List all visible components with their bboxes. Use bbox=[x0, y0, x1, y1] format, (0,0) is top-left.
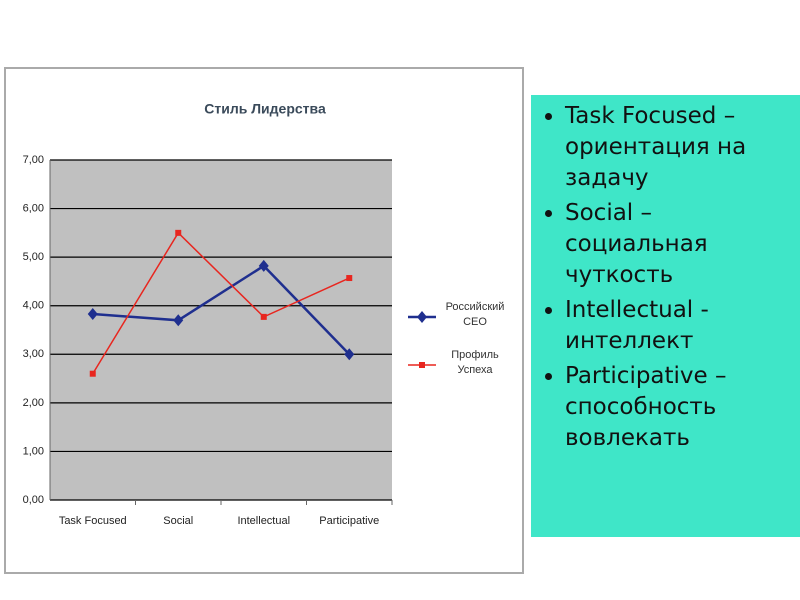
y-tick-label: 4,00 bbox=[23, 300, 44, 312]
marker bbox=[258, 259, 269, 272]
x-tick-label: Task Focused bbox=[59, 515, 127, 527]
x-tick-label: Intellectual bbox=[237, 515, 290, 527]
y-tick-label: 3,00 bbox=[23, 348, 44, 360]
marker bbox=[260, 313, 267, 320]
marker bbox=[89, 370, 96, 377]
bullet-item: Task Focused – ориентация на задачу bbox=[565, 101, 790, 194]
bullet-item: Intellectual - интеллект bbox=[565, 295, 790, 357]
y-tick-label: 5,00 bbox=[23, 251, 44, 263]
marker bbox=[87, 307, 98, 320]
bullet-panel: Task Focused – ориентация на задачуSocia… bbox=[531, 95, 800, 537]
marker bbox=[173, 314, 184, 327]
x-tick-label: Social bbox=[163, 515, 193, 527]
bullet-list: Task Focused – ориентация на задачуSocia… bbox=[531, 95, 790, 454]
y-tick-label: 7,00 bbox=[23, 154, 44, 166]
legend-label: Российский CEO bbox=[445, 301, 505, 328]
series-line bbox=[92, 231, 350, 375]
bullet-item: Social – социальная чуткость bbox=[565, 198, 790, 291]
y-tick-label: 6,00 bbox=[23, 202, 44, 214]
marker bbox=[344, 348, 355, 361]
y-tick-label: 0,00 bbox=[23, 494, 44, 506]
bullet-item: Participative – способность вовлекать bbox=[565, 361, 790, 454]
marker bbox=[417, 311, 427, 323]
y-tick-label: 1,00 bbox=[23, 445, 44, 457]
series-line bbox=[92, 264, 351, 356]
marker bbox=[175, 229, 182, 236]
chart-title: Стиль Лидерства bbox=[204, 101, 326, 117]
x-tick-label: Participative bbox=[319, 515, 379, 527]
marker bbox=[419, 362, 425, 368]
marker bbox=[346, 275, 353, 282]
y-tick-label: 2,00 bbox=[23, 397, 44, 409]
legend-label: Профиль Успеха bbox=[451, 349, 499, 376]
chart: Стиль Лидерства 0,00 1,00 2,00 3,00 4,00 5,00… bbox=[4, 67, 524, 574]
plot-area bbox=[50, 160, 392, 500]
